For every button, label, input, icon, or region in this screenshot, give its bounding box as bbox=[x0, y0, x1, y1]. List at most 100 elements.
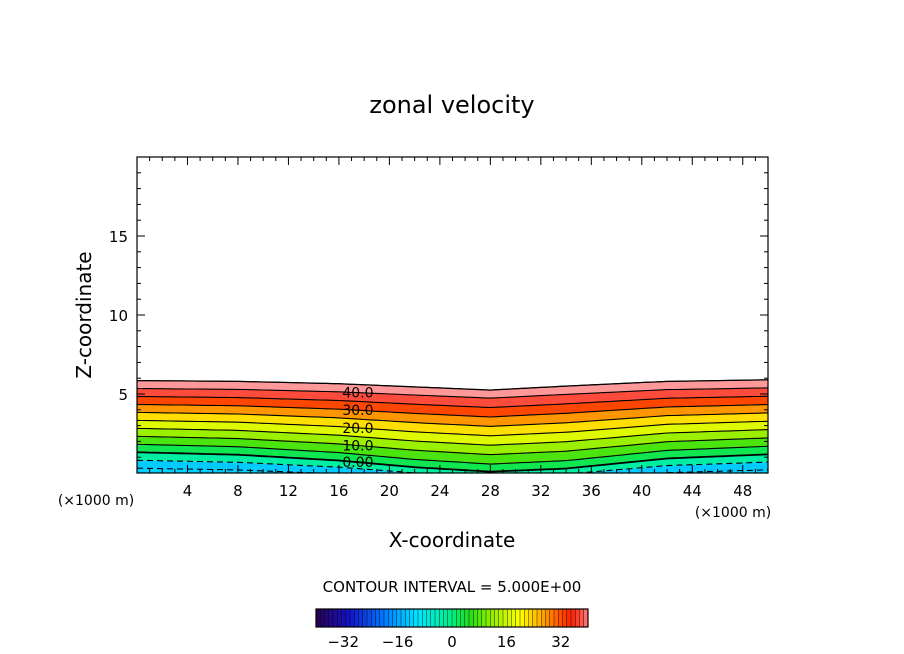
colorbar-cell bbox=[430, 608, 436, 628]
colorbar-cell bbox=[439, 608, 444, 628]
contour-line bbox=[137, 403, 768, 418]
colorbar-cell bbox=[519, 608, 525, 628]
contour-band bbox=[137, 412, 768, 436]
y-axis-label: Z-coordinate bbox=[72, 251, 96, 378]
colorbar-cell bbox=[553, 608, 559, 628]
contour-band bbox=[137, 452, 768, 473]
contour-label: 20.0 bbox=[342, 421, 373, 437]
contour-interval-text: CONTOUR INTERVAL = 5.000E+00 bbox=[323, 578, 582, 596]
colorbar-cell bbox=[549, 608, 555, 628]
contour-line bbox=[137, 435, 768, 456]
colorbar-cell bbox=[409, 608, 415, 628]
colorbar-cell bbox=[485, 608, 491, 628]
x-tick-label: 16 bbox=[329, 482, 348, 500]
contour-band bbox=[137, 428, 768, 455]
colorbar-tick-label: 0 bbox=[447, 633, 457, 651]
colorbar-cell bbox=[405, 608, 410, 628]
colorbar-cell bbox=[481, 608, 487, 628]
colorbar-cell bbox=[498, 608, 504, 628]
contour-line bbox=[137, 411, 768, 427]
colorbar-cell bbox=[502, 608, 508, 628]
colorbar-cell bbox=[362, 608, 368, 628]
x-tick-label: 40 bbox=[632, 482, 651, 500]
contour-band bbox=[137, 460, 768, 473]
colorbar-cell bbox=[511, 608, 517, 628]
colorbar-cell bbox=[392, 608, 398, 628]
colorbar-cell bbox=[383, 608, 389, 628]
colorbar-tick-label: 32 bbox=[551, 633, 570, 651]
contour-line bbox=[137, 395, 768, 409]
contour-line bbox=[137, 387, 768, 399]
colorbar-cell bbox=[341, 608, 347, 628]
colorbar-cell bbox=[426, 608, 432, 628]
x-unit-left: (×1000 m) bbox=[58, 493, 134, 509]
colorbar-cell bbox=[328, 608, 334, 628]
colorbar-cell bbox=[464, 608, 470, 628]
colorbar-cell bbox=[524, 608, 529, 628]
x-tick-label: 8 bbox=[233, 482, 243, 500]
x-tick-label: 24 bbox=[430, 482, 449, 500]
colorbar-tick-label: −16 bbox=[382, 633, 414, 651]
x-unit-right: (×1000 m) bbox=[695, 505, 771, 521]
colorbar-cell bbox=[490, 608, 495, 628]
colorbar-cell bbox=[451, 608, 457, 628]
colorbar-cell bbox=[315, 608, 321, 628]
colorbar-cell bbox=[345, 608, 351, 628]
colorbar-cell bbox=[434, 608, 440, 628]
x-tick-label: 48 bbox=[733, 482, 752, 500]
x-tick-label: 32 bbox=[531, 482, 550, 500]
x-tick-label: 4 bbox=[183, 482, 193, 500]
colorbar-cell bbox=[528, 608, 534, 628]
contour-lines bbox=[137, 379, 768, 473]
contour-line bbox=[137, 379, 768, 391]
y-tick-label: 5 bbox=[118, 386, 128, 404]
colorbar-cell bbox=[468, 608, 474, 628]
colorbar-cell bbox=[541, 608, 546, 628]
colorbar-tick-label: −32 bbox=[327, 633, 359, 651]
contour-label: 30.0 bbox=[342, 403, 373, 419]
contour-label: 10.0 bbox=[342, 439, 373, 455]
contour-line bbox=[137, 459, 768, 473]
y-tick-label: 15 bbox=[109, 228, 128, 246]
x-tick-label: 12 bbox=[279, 482, 298, 500]
colorbar-cell bbox=[579, 608, 585, 628]
colorbar: −32 −16 0 16 32 bbox=[315, 608, 589, 651]
colorbar-cell bbox=[324, 608, 330, 628]
colorbar-cell bbox=[320, 608, 325, 628]
contour-band bbox=[137, 444, 768, 472]
colorbar-cell bbox=[366, 608, 372, 628]
colorbar-cell bbox=[371, 608, 376, 628]
x-tick-label: 28 bbox=[481, 482, 500, 500]
colorbar-cell bbox=[354, 608, 359, 628]
contour-line bbox=[137, 419, 768, 437]
colorbar-cell bbox=[566, 608, 572, 628]
colorbar-cell bbox=[507, 608, 512, 628]
colorbar-cell bbox=[460, 608, 466, 628]
colorbar-cell bbox=[396, 608, 402, 628]
x-tick-label: 20 bbox=[380, 482, 399, 500]
colorbar-cell bbox=[375, 608, 381, 628]
colorbar-cell bbox=[417, 608, 423, 628]
colorbar-tick-label: 16 bbox=[497, 633, 516, 651]
colorbar-cell bbox=[562, 608, 568, 628]
contour-band bbox=[137, 420, 768, 446]
contour-line bbox=[137, 427, 768, 446]
colorbar-cell bbox=[545, 608, 551, 628]
colorbar-cell bbox=[558, 608, 563, 628]
colorbar-cell bbox=[515, 608, 521, 628]
colorbar-cell bbox=[413, 608, 419, 628]
colorbar-frame bbox=[315, 608, 589, 628]
x-tick-label: 44 bbox=[683, 482, 702, 500]
colorbar-cell bbox=[456, 608, 461, 628]
contour-labels: 40.030.0 20.0 10.00.00 bbox=[342, 386, 373, 472]
plot-area: 40.030.020.010.00.00 4 8 12 16 20 24 28 32 36 40 4… bbox=[109, 156, 769, 500]
contour-band bbox=[137, 436, 768, 465]
colorbar-cell bbox=[400, 608, 406, 628]
colorbar-cell bbox=[532, 608, 538, 628]
colorbar-cell bbox=[379, 608, 385, 628]
colorbar-cell bbox=[536, 608, 542, 628]
colorbar-cell bbox=[337, 608, 342, 628]
contour-label: 40.0 bbox=[342, 386, 373, 402]
